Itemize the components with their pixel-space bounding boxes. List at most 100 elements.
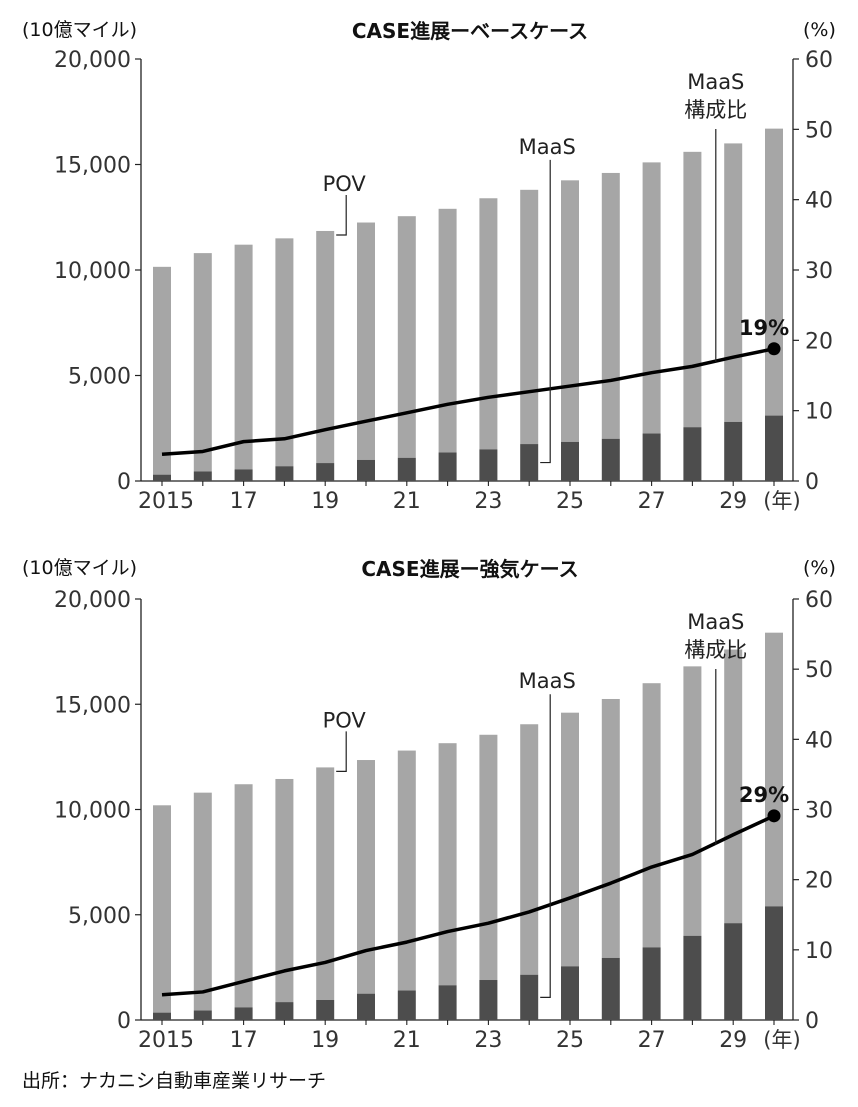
right-tick-label: 20 [805, 869, 833, 894]
left-tick-label: 0 [117, 470, 131, 495]
ratio-label-line1: MaaS [687, 610, 744, 634]
x-tick-label: 27 [638, 1028, 666, 1053]
bar-maas [683, 427, 702, 481]
x-tick-label: 25 [556, 1028, 584, 1053]
right-tick-label: 10 [805, 939, 833, 964]
bar-maas [683, 935, 702, 1020]
x-tick-label: 23 [474, 1028, 502, 1053]
bar-maas [275, 466, 294, 481]
bar-pov [316, 230, 335, 464]
ratio-label-line2: 構成比 [684, 638, 747, 662]
bar-pov [683, 666, 702, 936]
bar-maas [642, 433, 661, 481]
bar-pov [724, 143, 743, 422]
right-axis-unit: (%) [803, 557, 836, 579]
bar-maas [397, 457, 416, 481]
bar-maas [601, 957, 620, 1020]
ratio-label-line1: MaaS [687, 70, 744, 94]
pov-leader-line [336, 194, 347, 236]
bar-maas [561, 441, 579, 481]
right-tick-label: 40 [805, 189, 833, 214]
bar-pov [601, 698, 620, 958]
x-tick-label: 25 [556, 489, 584, 514]
left-tick-label: 20,000 [54, 48, 131, 73]
right-tick-label: 0 [805, 470, 819, 495]
x-tick-label: 19 [311, 489, 339, 514]
chart-2: CASE進展ー強気ケース (10億マイル) (%) 0 5,000 10,000 15,00… [22, 557, 836, 1053]
maas-ratio-line [161, 347, 775, 457]
bar-pov [520, 189, 539, 445]
bar-pov [561, 180, 579, 442]
x-tick-label: 17 [230, 489, 258, 514]
endpoint-label: 29% [739, 783, 789, 807]
right-tick-label: 50 [805, 118, 833, 143]
bar-maas [234, 1007, 253, 1020]
left-axis-unit: (10億マイル) [22, 557, 137, 579]
bar-maas [316, 1000, 335, 1020]
bar-maas [153, 1012, 171, 1020]
bar-maas [765, 906, 783, 1020]
maas-label: MaaS [519, 135, 576, 159]
right-tick-label: 30 [805, 259, 833, 284]
bar-pov [193, 792, 212, 1011]
left-tick-label: 20,000 [54, 588, 131, 613]
bar-pov [234, 244, 253, 470]
bar-maas [724, 923, 743, 1020]
bar-maas [479, 449, 498, 481]
left-tick-label: 15,000 [54, 154, 131, 179]
right-tick-label: 30 [805, 799, 833, 824]
bar-maas [724, 421, 743, 481]
bar-maas [316, 463, 335, 481]
maas-ratio-line [161, 814, 775, 997]
right-tick-label: 0 [805, 1009, 819, 1034]
right-tick-label: 20 [805, 329, 833, 354]
right-tick-label: 10 [805, 400, 833, 425]
left-axis-unit: (10億マイル) [22, 19, 137, 41]
bar-pov [683, 151, 702, 428]
chart-title: CASE進展ーベースケース [352, 19, 588, 43]
maas-leader-line [540, 159, 551, 464]
x-tick-label: 21 [393, 1028, 421, 1053]
bar-pov [724, 649, 743, 924]
right-tick-label: 40 [805, 728, 833, 753]
bar-maas [275, 1002, 294, 1020]
bar-pov [193, 253, 212, 472]
left-tick-label: 15,000 [54, 693, 131, 718]
endpoint-marker [767, 342, 781, 356]
right-tick-label: 60 [805, 48, 833, 73]
bar-pov [316, 767, 335, 1001]
x-tick-label: 21 [393, 489, 421, 514]
x-tick-label: 17 [230, 1028, 258, 1053]
pov-label: POV [323, 172, 367, 196]
x-tick-label: 2015 [138, 1028, 194, 1053]
bar-pov [438, 743, 457, 986]
bar-pov [765, 128, 783, 416]
bar-maas [438, 452, 457, 481]
left-tick-label: 10,000 [54, 259, 131, 284]
bar-maas [601, 438, 620, 481]
bar-pov [601, 172, 620, 439]
x-tick-label: 23 [474, 489, 502, 514]
bar-pov [234, 784, 253, 1008]
left-tick-label: 5,000 [68, 904, 131, 929]
bar-pov [357, 222, 375, 460]
x-tick-label: 29 [719, 1028, 747, 1053]
bar-pov [438, 208, 457, 453]
bar-pov [397, 216, 416, 458]
x-tick-label: 2015 [138, 489, 194, 514]
x-tick-label: 29 [719, 489, 747, 514]
bar-maas [642, 947, 661, 1020]
bar-maas [520, 444, 539, 481]
endpoint-label: 19% [739, 316, 789, 340]
bar-maas [234, 469, 253, 481]
bar-pov [765, 632, 783, 907]
bar-maas [397, 990, 416, 1020]
bar-maas [153, 474, 171, 481]
right-axis-unit: (%) [803, 19, 836, 41]
x-axis-unit: (年) [763, 1028, 800, 1052]
chart-title: CASE進展ー強気ケース [361, 557, 578, 581]
bar-maas [479, 980, 498, 1020]
source-note: 出所：ナカニシ自動車産業リサーチ [22, 1070, 327, 1092]
bar-pov [275, 238, 294, 467]
